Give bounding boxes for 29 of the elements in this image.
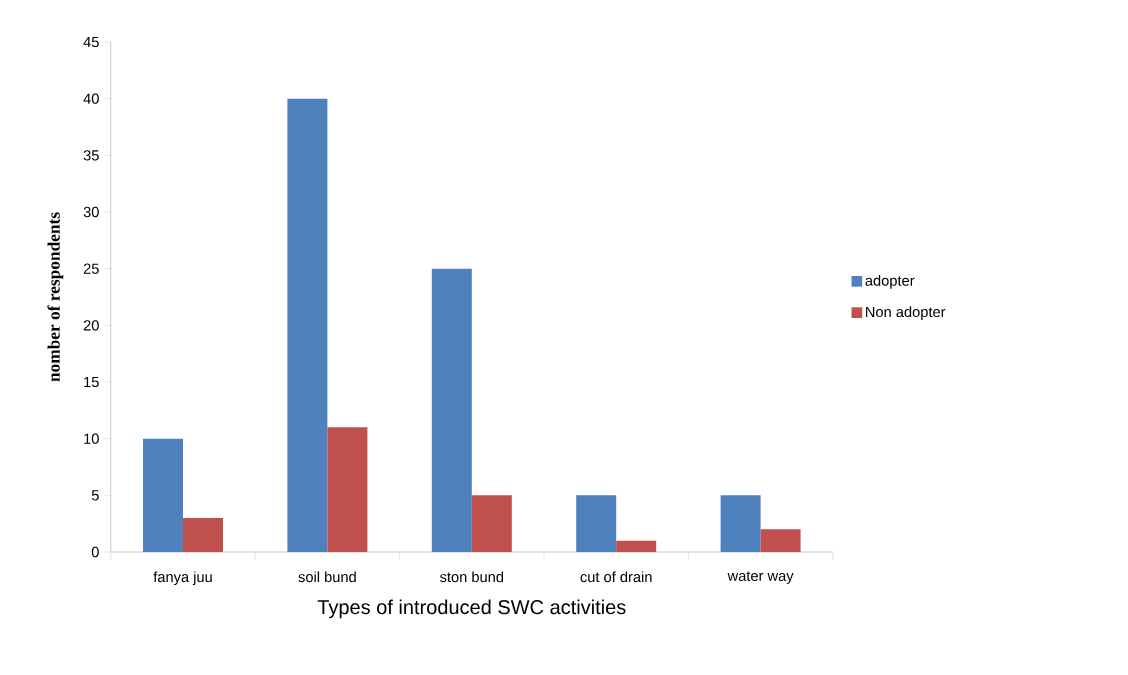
bar [720,495,761,552]
bar [287,98,328,552]
bar [183,518,223,552]
x-tick-label: cut of drain [580,571,652,583]
bar [471,495,512,552]
y-tick-label: 5 [91,490,99,501]
y-tick-label: 40 [83,93,99,104]
legend-label: adopter [865,275,915,289]
y-tick-label: 15 [84,376,99,388]
y-tick-label: 0 [91,546,99,558]
y-tick-label: 20 [83,320,99,331]
legend-label: Non adopter [866,306,946,320]
bar [576,495,617,552]
bar [143,438,183,552]
y-tick-label: 35 [83,150,99,161]
y-tick-label: 45 [83,36,99,48]
bar [327,427,368,552]
y-tick-label: 10 [84,433,99,444]
x-axis-title: Types of introduced SWC activities [317,599,626,619]
y-tick-label: 30 [83,206,99,218]
x-tick-label: soil bund [298,571,356,583]
y-tick-label: 25 [83,263,99,274]
bar [431,268,472,552]
x-tick-label: water way [727,571,794,584]
bar [760,529,801,552]
x-tick-label: fanya juu [153,571,212,586]
y-axis-title: nomber of respondents [47,212,64,382]
bar [616,540,657,552]
x-tick-label: ston bund [440,571,504,583]
